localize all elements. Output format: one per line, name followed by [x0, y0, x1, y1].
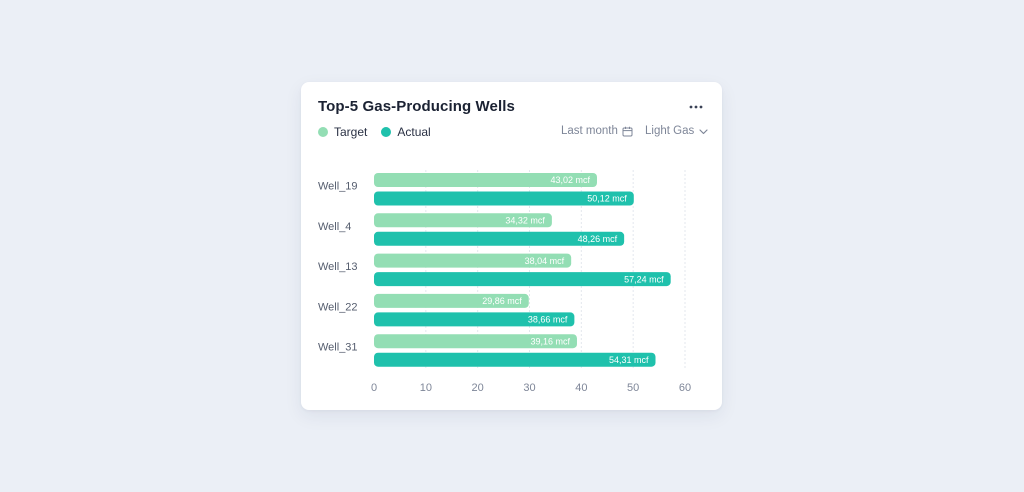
chevron-down-icon [699, 128, 708, 134]
actual-bar [374, 352, 656, 367]
x-tick-label: 10 [420, 382, 432, 394]
target-bar [374, 253, 572, 268]
target-bar [374, 173, 597, 187]
card-title: Top-5 Gas-Producing Wells [318, 98, 515, 115]
actual-bar [374, 272, 671, 287]
legend-label-target: Target [334, 125, 368, 139]
bar-value-label: 29,86 mcf [482, 296, 522, 306]
more-options-button[interactable] [686, 99, 706, 115]
bar-value-label: 57,24 mcf [624, 274, 664, 284]
gas-type-dropdown[interactable]: Light Gas [645, 125, 709, 137]
bar-value-label: 50,12 mcf [587, 194, 627, 204]
more-horizontal-icon [689, 105, 703, 109]
bar-value-label: 48,26 mcf [578, 234, 618, 244]
legend-item-target[interactable]: Target [318, 125, 367, 139]
legend-swatch-actual [381, 127, 392, 137]
category-label: Well_22 [318, 301, 358, 313]
category-label: Well_4 [318, 221, 351, 233]
category-label: Well_19 [318, 181, 358, 193]
x-tick-label: 40 [575, 382, 587, 394]
calendar-icon [622, 126, 633, 136]
chart-legend: Target Actual [318, 125, 445, 139]
period-filter[interactable]: Last month [561, 125, 633, 137]
bar-value-label: 43,02 mcf [550, 175, 590, 185]
bar-value-label: 34,32 mcf [505, 216, 545, 226]
target-bar [374, 213, 552, 228]
category-label: Well_31 [318, 342, 358, 354]
x-tick-label: 50 [627, 382, 639, 394]
bar-value-label: 38,04 mcf [525, 256, 565, 266]
legend-item-actual[interactable]: Actual [381, 125, 431, 139]
target-bar [374, 334, 577, 349]
x-tick-label: 20 [472, 382, 484, 394]
legend-label-actual: Actual [397, 125, 431, 139]
category-label: Well_13 [318, 261, 358, 273]
actual-bar [374, 231, 625, 246]
chart-card: Top-5 Gas-Producing Wells Target Actual … [301, 82, 722, 410]
x-tick-label: 30 [523, 382, 535, 394]
period-filter-label: Last month [561, 125, 618, 137]
legend-swatch-target [318, 127, 328, 137]
bar-chart: Well_19 43,02 mcf 50,12 mcf Well_4 34,32 mcf… [318, 170, 691, 394]
actual-bar [374, 312, 575, 327]
bar-value-label: 39,16 mcf [530, 336, 570, 346]
x-tick-label: 0 [371, 382, 377, 394]
gas-type-label: Light Gas [645, 125, 695, 137]
bar-value-label: 54,31 mcf [609, 355, 649, 365]
actual-bar [374, 191, 634, 206]
bar-value-label: 38,66 mcf [528, 315, 568, 325]
x-tick-label: 60 [679, 382, 691, 394]
target-bar [374, 293, 529, 308]
